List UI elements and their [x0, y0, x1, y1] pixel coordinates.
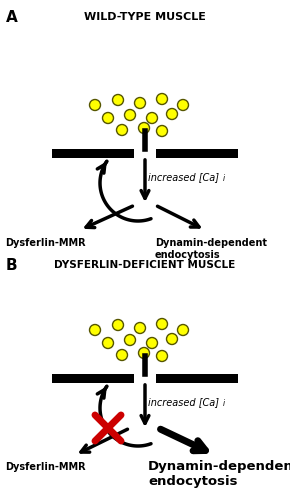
Bar	[52, 374, 134, 383]
Circle shape	[157, 318, 168, 330]
Circle shape	[157, 126, 168, 136]
Circle shape	[102, 338, 113, 348]
Text: increased [Ca]: increased [Ca]	[148, 397, 219, 407]
Circle shape	[102, 112, 113, 124]
Text: i: i	[223, 174, 225, 183]
Circle shape	[157, 350, 168, 362]
Text: WILD-TYPE MUSCLE: WILD-TYPE MUSCLE	[84, 12, 206, 22]
Circle shape	[124, 110, 135, 120]
Circle shape	[135, 322, 146, 334]
Circle shape	[113, 320, 124, 330]
Bar	[156, 374, 238, 383]
Text: Dysferlin-MMR: Dysferlin-MMR	[5, 238, 86, 248]
Text: Dynamin-dependent
endocytosis: Dynamin-dependent endocytosis	[155, 238, 267, 260]
Circle shape	[139, 348, 150, 358]
Circle shape	[117, 350, 128, 360]
Text: Dysferlin-MMR: Dysferlin-MMR	[5, 462, 86, 472]
Text: Dynamin-dependent
endocytosis: Dynamin-dependent endocytosis	[148, 460, 290, 488]
Text: i: i	[223, 399, 225, 408]
Circle shape	[166, 108, 177, 120]
Text: A: A	[6, 10, 18, 25]
Circle shape	[177, 100, 188, 110]
Circle shape	[146, 338, 157, 348]
Circle shape	[124, 334, 135, 345]
Circle shape	[117, 124, 128, 136]
Text: increased [Ca]: increased [Ca]	[148, 172, 219, 182]
Circle shape	[90, 324, 101, 336]
Circle shape	[90, 100, 101, 110]
Circle shape	[157, 94, 168, 104]
Circle shape	[146, 112, 157, 124]
Circle shape	[166, 334, 177, 344]
Text: B: B	[6, 258, 18, 273]
Circle shape	[177, 324, 188, 336]
Bar	[156, 149, 238, 158]
Circle shape	[139, 122, 150, 134]
Text: DYSFERLIN-DEFICIENT MUSCLE: DYSFERLIN-DEFICIENT MUSCLE	[55, 260, 235, 270]
Bar	[52, 149, 134, 158]
Circle shape	[135, 98, 146, 108]
Circle shape	[113, 94, 124, 106]
